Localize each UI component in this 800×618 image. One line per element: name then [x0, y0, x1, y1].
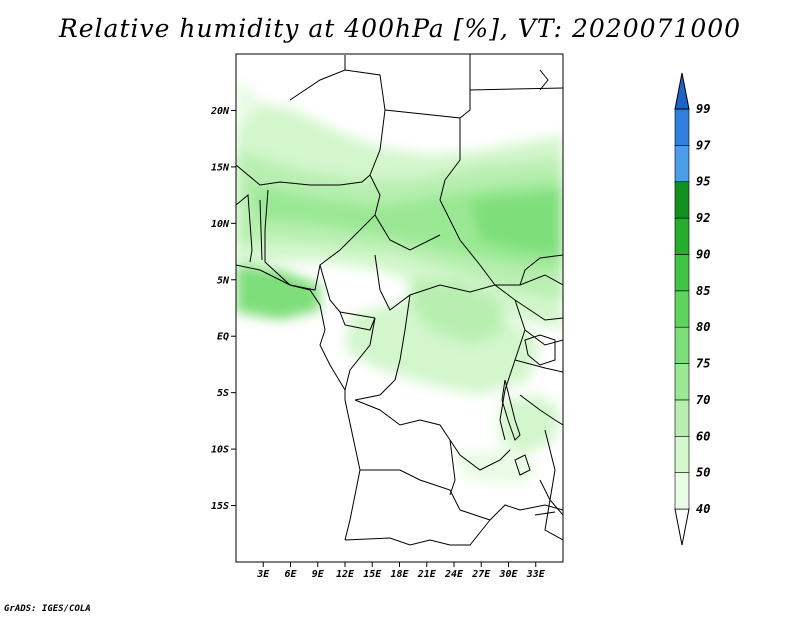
colorbar-band: [674, 399, 690, 437]
lat-tick-label: 10N: [211, 219, 230, 230]
lon-tick-label: 33E: [526, 569, 546, 580]
lon-tick-label: 3E: [256, 569, 270, 580]
lon-tick-label: 9E: [312, 569, 325, 580]
lon-tick-label: 18E: [390, 569, 409, 580]
colorbar-level-label: 97: [696, 138, 711, 152]
map-title: Relative humidity at 400hPa [%], VT: 202…: [58, 14, 742, 43]
colorbar-level-label: 92: [696, 211, 710, 225]
colorbar-level-label: 75: [696, 357, 710, 371]
colorbar-lower-extension: [674, 508, 690, 546]
latitude-axis: 20N 15N 10N 5N EQ 5S 10S 15S: [210, 106, 236, 512]
colorbar-band: [674, 217, 690, 255]
colorbar-band: [674, 254, 690, 292]
colorbar-band: [674, 435, 690, 473]
colorbar-level-label: 60: [696, 429, 710, 443]
colorbar-level-label: 70: [696, 393, 710, 407]
humidity-shading: [236, 80, 563, 485]
colorbar-band: [674, 472, 690, 510]
colorbar-level-label: 95: [696, 175, 710, 189]
colorbar-level-label: 40: [696, 502, 710, 516]
colorbar-band: [674, 145, 690, 183]
lat-tick-label: 10S: [211, 445, 229, 456]
colorbar-level-label: 85: [696, 284, 710, 298]
lat-tick-label: 15S: [211, 501, 229, 512]
lat-tick-label: EQ: [217, 332, 229, 343]
lat-tick-label: 15N: [211, 162, 230, 173]
borders: [236, 54, 563, 546]
colorbar-level-label: 90: [696, 247, 710, 261]
lon-tick-label: 21E: [417, 569, 437, 580]
lat-tick-label: 20N: [210, 106, 230, 117]
colorbar-band: [674, 363, 690, 401]
lat-tick-label: 5S: [217, 388, 229, 399]
grads-credit: GrADS: IGES/COLA: [4, 604, 91, 614]
colorbar-level-label: 99: [696, 102, 710, 116]
lon-tick-label: 15E: [363, 569, 382, 580]
lon-tick-label: 30E: [498, 569, 518, 580]
colorbar-band: [674, 181, 690, 219]
lon-tick-label: 24E: [444, 569, 464, 580]
colorbar-upper-extension: [674, 72, 690, 110]
colorbar-level-label: 80: [696, 320, 710, 334]
lon-tick-label: 6E: [284, 569, 297, 580]
colorbar-band: [674, 108, 690, 146]
colorbar: 40 50 60 70 75 80 85 90 92 95 97 99: [674, 72, 711, 546]
colorbar-band: [674, 326, 690, 364]
longitude-axis: 3E 6E 9E 12E 15E 18E 21E 24E 27E 30E 33E: [256, 562, 546, 580]
lon-tick-label: 12E: [336, 569, 355, 580]
colorbar-level-label: 50: [696, 466, 710, 480]
lat-tick-label: 5N: [217, 275, 230, 286]
colorbar-band: [674, 290, 690, 328]
lon-tick-label: 27E: [471, 569, 491, 580]
